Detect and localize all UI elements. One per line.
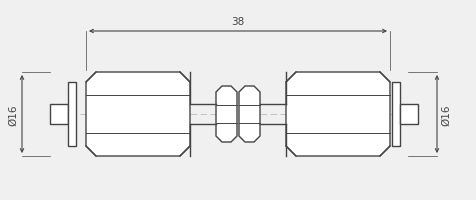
Polygon shape xyxy=(286,73,389,156)
Bar xyxy=(50,104,68,124)
Polygon shape xyxy=(86,73,189,156)
Bar xyxy=(68,83,76,146)
Bar xyxy=(391,83,399,146)
Text: 38: 38 xyxy=(231,17,244,27)
Polygon shape xyxy=(216,87,237,142)
Bar xyxy=(399,104,417,124)
Text: Ø16: Ø16 xyxy=(8,104,18,125)
Text: Ø16: Ø16 xyxy=(440,104,450,125)
Polygon shape xyxy=(238,87,259,142)
